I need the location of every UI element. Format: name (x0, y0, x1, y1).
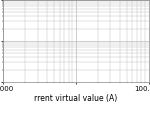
X-axis label: rrent virtual value (A): rrent virtual value (A) (34, 93, 117, 102)
